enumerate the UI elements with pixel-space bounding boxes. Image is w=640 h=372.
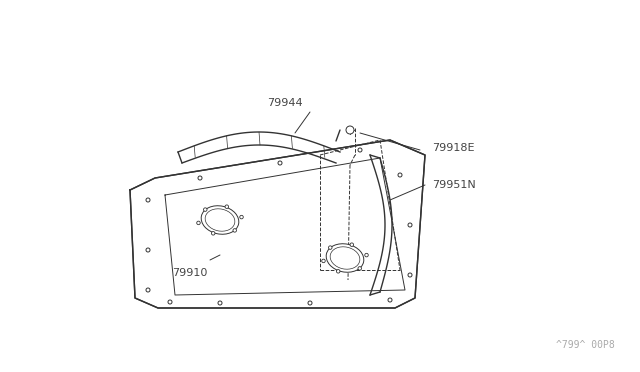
Text: ^799^ 00P8: ^799^ 00P8 [556,340,615,350]
Ellipse shape [358,267,362,270]
Ellipse shape [398,173,402,177]
Ellipse shape [233,229,236,232]
Ellipse shape [322,259,325,263]
Ellipse shape [211,231,215,235]
Ellipse shape [146,288,150,292]
Ellipse shape [346,126,354,134]
Ellipse shape [328,246,332,249]
Ellipse shape [278,161,282,165]
Ellipse shape [196,221,200,225]
Ellipse shape [204,208,207,211]
Ellipse shape [408,223,412,227]
Ellipse shape [337,270,340,273]
Ellipse shape [201,206,239,234]
Ellipse shape [408,273,412,277]
Ellipse shape [326,244,364,272]
Ellipse shape [358,148,362,152]
Ellipse shape [168,300,172,304]
Ellipse shape [350,243,353,246]
Ellipse shape [146,198,150,202]
Text: 79918E: 79918E [432,143,474,153]
Ellipse shape [365,253,368,257]
Text: 79944: 79944 [267,98,303,108]
Text: 79910: 79910 [172,268,208,278]
Ellipse shape [218,301,222,305]
Ellipse shape [388,298,392,302]
Ellipse shape [240,215,243,219]
Ellipse shape [146,248,150,252]
Text: 79951N: 79951N [432,180,476,190]
Ellipse shape [198,176,202,180]
Ellipse shape [225,205,228,208]
Ellipse shape [308,301,312,305]
Polygon shape [130,140,425,308]
